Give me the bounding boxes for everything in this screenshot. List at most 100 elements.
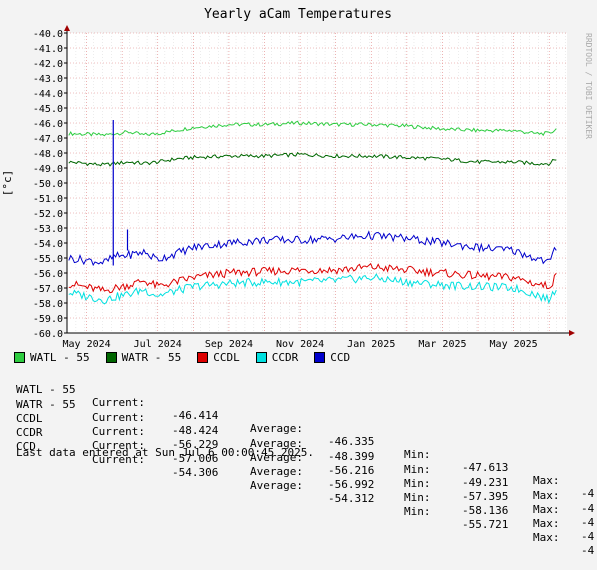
stats-name: WATL - 55 [16, 383, 76, 396]
stats-average-value: -56.216 [328, 464, 375, 477]
last-data-footer: Last data entered at Sun Jul 6 00:00:45 … [16, 446, 315, 459]
y-tick-label: -55.0 [33, 254, 63, 265]
legend-label-watl: WATL - 55 [30, 351, 90, 364]
y-tick-label: -42.0 [33, 59, 63, 70]
grid-layer [66, 32, 567, 334]
x-axis-arrow [569, 330, 575, 336]
legend: WATL - 55 WATR - 55 CCDL CCDR CCD [14, 351, 366, 364]
legend-item-ccd: CCD [314, 351, 350, 364]
stats-min-label: Min: [404, 477, 431, 490]
stats-average-label: Average: [250, 451, 303, 464]
stats-average-value: -46.335 [328, 435, 375, 448]
stats-average-label: Average: [250, 479, 303, 492]
legend-swatch-watr [105, 352, 117, 363]
y-tick-label: -49.0 [33, 164, 63, 175]
series-line-watl-55 [68, 120, 557, 137]
legend-swatch-ccdr [255, 352, 267, 363]
legend-item-watr: WATR - 55 [105, 351, 182, 364]
x-tick-label: Nov 2024 [276, 339, 324, 350]
legend-label-ccdl: CCDL [213, 351, 240, 364]
chart-title: Yearly aCam Temperatures [204, 7, 392, 22]
y-tick-label: -40.0 [33, 29, 63, 40]
y-tick-label: -44.0 [33, 89, 63, 100]
stats-max-value: -4 [581, 530, 595, 543]
stats-current-value: -46.414 [172, 409, 219, 422]
x-tick-label: Jan 2025 [347, 339, 395, 350]
y-tick-label: -60.0 [33, 329, 63, 340]
stats-max-value: -4 [581, 516, 595, 529]
stats-max-label: Max: [533, 517, 560, 530]
legend-label-watr: WATR - 55 [121, 351, 182, 364]
stats-min-label: Min: [404, 448, 431, 461]
x-tick-label: Sep 2024 [205, 339, 253, 350]
series-line-watr-55 [68, 151, 557, 167]
stats-max-label: Max: [533, 474, 560, 487]
y-tick-label: -45.0 [33, 104, 63, 115]
stats-max-label: Max: [533, 489, 560, 502]
stats-name: CCD [16, 440, 36, 453]
y-tick-label: -48.0 [33, 149, 63, 160]
y-axis-label: [°c] [1, 170, 14, 197]
legend-swatch-watl [14, 352, 25, 363]
stats-current-label: Current: [92, 439, 145, 452]
stats-min-label: Min: [404, 463, 431, 476]
stats-name: WATR - 55 [16, 398, 76, 411]
y-axis-arrow [64, 25, 70, 31]
y-tick-label: -53.0 [33, 224, 63, 235]
stats-current-value: -57.006 [172, 452, 219, 465]
y-tick-label: -50.0 [33, 179, 63, 190]
stats-max-value: -4 [581, 487, 595, 500]
stats-min-value: -58.136 [462, 504, 509, 517]
x-tick-label: May 2024 [62, 339, 110, 350]
watermark: RRDTOOL / TOBI OETIKER [584, 33, 593, 139]
y-tick-label: -46.0 [33, 119, 63, 130]
y-tick-label: -54.0 [33, 239, 63, 250]
stats-current-label: Current: [92, 425, 145, 438]
chart-svg: Yearly aCam Temperatures [°c] RRDTOOL / … [1, 7, 593, 350]
x-tick-labels: May 2024 Jul 2024 Sep 2024 Nov 2024 Jan 2025… [62, 339, 537, 350]
stats-average-value: -56.992 [328, 478, 375, 491]
stats-min-label: Min: [404, 505, 431, 518]
x-tick-label: Mar 2025 [418, 339, 466, 350]
series-line-ccdl [68, 262, 557, 294]
series-layer [68, 120, 557, 305]
legend-label-ccd: CCD [330, 351, 351, 364]
y-tick-label: -47.0 [33, 134, 63, 145]
y-tick-label: -41.0 [33, 44, 63, 55]
legend-item-ccdl: CCDL [197, 351, 240, 364]
stats-min-label: Min: [404, 491, 431, 504]
y-tick-label: -57.0 [33, 284, 63, 295]
y-tick-label: -58.0 [33, 299, 63, 310]
stats-current-value: -48.424 [172, 424, 219, 437]
legend-item-watl: WATL - 55 [14, 351, 90, 364]
legend-swatch-ccdl [197, 352, 209, 363]
stats-current-label: Current: [92, 453, 145, 466]
stats-max-label: Max: [533, 531, 560, 544]
stats-max-value: -4 [581, 544, 595, 557]
stats-average-value: -54.312 [328, 492, 375, 505]
stats-current-label: Current: [92, 396, 145, 409]
stats-max-value: -4 [581, 502, 595, 515]
y-tick-label: -56.0 [33, 269, 63, 280]
y-tick-label: -52.0 [33, 209, 63, 220]
stats-current-label: Current: [92, 411, 145, 424]
legend-swatch-ccd [314, 352, 326, 363]
stats-current-value: -54.306 [172, 466, 219, 479]
y-tick-label: -59.0 [33, 314, 63, 325]
stats-name: CCDR [16, 426, 43, 439]
series-line-ccdr [68, 273, 557, 305]
legend-label-ccdr: CCDR [271, 351, 299, 364]
stats-average-label: Average: [250, 422, 303, 435]
stats-average-label: Average: [250, 437, 303, 450]
stats-min-value: -57.395 [462, 490, 509, 503]
y-tick-label: -43.0 [33, 74, 63, 85]
y-tick-label: -51.0 [33, 194, 63, 205]
stats-name: CCDL [16, 412, 43, 425]
x-tick-label: May 2025 [490, 339, 538, 350]
y-tick-labels: -40.0 -41.0 -42.0 -43.0 -44.0 -45.0 -46.0 -47.0… [33, 29, 67, 340]
stats-min-value: -49.231 [462, 476, 509, 489]
stats-min-value: -47.613 [462, 461, 509, 474]
stats-current-value: -56.229 [172, 438, 219, 451]
legend-item-ccdr: CCDR [255, 351, 299, 364]
x-tick-label: Jul 2024 [134, 339, 182, 350]
